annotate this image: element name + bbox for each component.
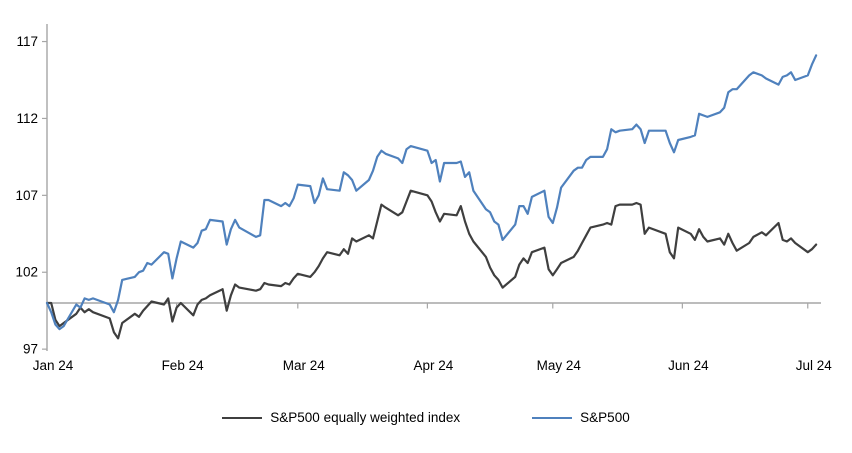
sp500-line <box>45 54 818 331</box>
y-tick-label: 117 <box>16 34 38 49</box>
x-tick-label: May 24 <box>537 358 582 373</box>
chart-legend: S&P500 equally weighted index S&P500 <box>0 410 852 425</box>
y-tick-label: 112 <box>16 111 38 126</box>
legend-label-sp500: S&P500 <box>580 410 630 425</box>
x-tick-label: Jan 24 <box>33 358 74 373</box>
plot-area: Jan 24 Feb 24 Mar 24 Apr 24 May 24 Jun 24 Jul … <box>15 24 833 373</box>
legend-item-sp500: S&P500 <box>532 410 630 425</box>
legend-item-equal-weight: S&P500 equally weighted index <box>222 410 460 425</box>
x-tick-label: Jun 24 <box>668 358 709 373</box>
equal-weight-line <box>45 189 818 340</box>
y-tick-label: 97 <box>23 342 38 357</box>
y-tick-label: 107 <box>15 188 38 203</box>
x-tick-label: Apr 24 <box>413 358 453 373</box>
x-tick-label: Feb 24 <box>162 358 205 373</box>
x-tick-label: Mar 24 <box>283 358 326 373</box>
x-tick-label: Jul 24 <box>796 358 833 373</box>
legend-label-equal-weight: S&P500 equally weighted index <box>270 410 461 425</box>
y-tick-label: 102 <box>15 265 38 280</box>
chart-svg: Jan 24 Feb 24 Mar 24 Apr 24 May 24 Jun 24 Jul … <box>15 24 833 373</box>
sp500-line-swatch <box>532 416 573 419</box>
equal-weight-line-swatch <box>222 416 263 419</box>
